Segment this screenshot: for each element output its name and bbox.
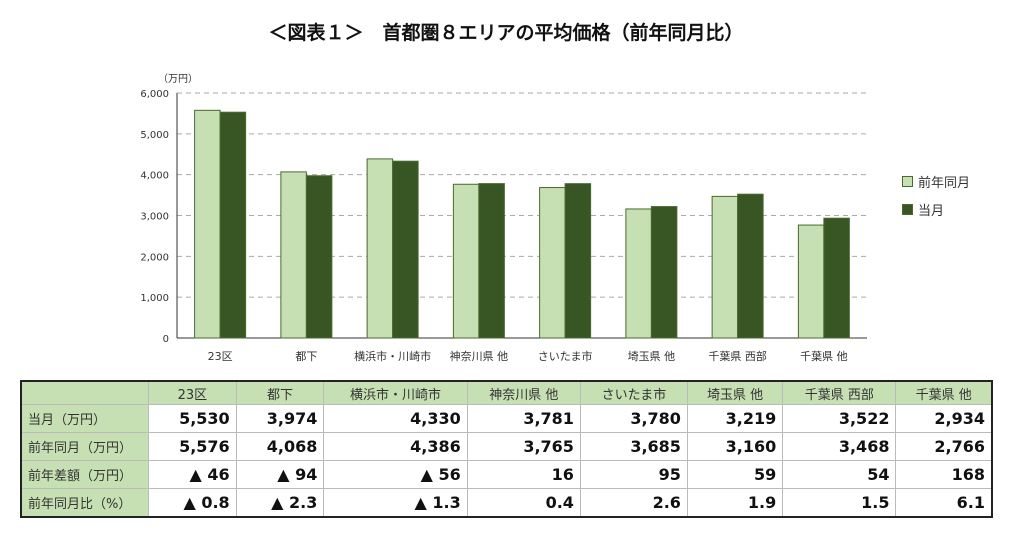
column-header: 埼玉県 他 <box>686 380 784 405</box>
legend-swatch <box>902 176 913 187</box>
y-tick-label: 6,000 <box>140 89 169 100</box>
chart-title: ＜図表１＞ 首都圏８エリアの平均価格（前年同月比） <box>268 22 744 44</box>
y-tick-label: 4,000 <box>140 171 169 182</box>
column-header: 横浜市・川崎市 <box>323 380 468 405</box>
table-cell: ▲ 56 <box>323 460 468 489</box>
table-cell: 4,386 <box>323 432 468 461</box>
table-cell: 5,530 <box>148 404 237 433</box>
table-cell: 1.5 <box>782 488 897 518</box>
table-row: 当月（万円） 5,530 3,974 4,330 3,781 3,780 3,219 3,52… <box>20 404 993 433</box>
bar-chart: 0 1,000 2,000 3,000 4,000 5,000 6,000 （万円） 23区 都下… <box>140 73 867 363</box>
column-header: 千葉県 西部 <box>782 380 897 405</box>
table-cell: ▲ 46 <box>148 460 237 489</box>
row-header: 前年同月（万円） <box>20 432 149 461</box>
table-header-row: 23区 都下 横浜市・川崎市 神奈川県 他 さいたま市 埼玉県 他 千葉県 西部… <box>20 380 993 405</box>
table-cell: ▲ 0.8 <box>148 488 237 518</box>
y-tick-label: 5,000 <box>140 130 169 141</box>
bar-prev-year <box>452 183 480 339</box>
y-tick-label: 2,000 <box>140 252 169 263</box>
y-tick-label: 0 <box>163 334 169 345</box>
table-cell: 3,780 <box>579 404 688 433</box>
table-cell: 1.9 <box>686 488 784 518</box>
bar-prev-year <box>194 109 221 339</box>
table-cell: 3,685 <box>579 432 688 461</box>
table-cell: 4,068 <box>235 432 325 461</box>
table-cell: 5,576 <box>148 432 237 461</box>
table-cell: 3,765 <box>466 432 581 461</box>
x-tick-label: 横浜市・川崎市 <box>354 349 431 363</box>
table-cell: 0.4 <box>466 488 581 518</box>
row-header: 前年同月比（%） <box>20 488 149 518</box>
row-header: 前年差額（万円） <box>20 460 149 489</box>
column-header: さいたま市 <box>579 380 688 405</box>
bar-prev-year <box>539 187 566 339</box>
x-tick-label: 千葉県 西部 <box>708 349 767 363</box>
legend-label: 前年同月 <box>918 176 971 191</box>
x-tick-label: 都下 <box>295 350 317 363</box>
corner-cell <box>20 380 149 405</box>
bar-current <box>305 175 333 339</box>
table-cell: 3,160 <box>686 432 784 461</box>
table-cell: 59 <box>686 460 784 489</box>
y-tick-label: 3,000 <box>140 212 169 223</box>
table-cell: ▲ 2.3 <box>235 488 325 518</box>
table-cell: 95 <box>579 460 688 489</box>
bar-current <box>478 183 505 339</box>
bar-prev-year <box>280 171 307 339</box>
legend-label: 当月 <box>918 204 945 219</box>
table-cell: 54 <box>782 460 897 489</box>
column-header: 神奈川県 他 <box>466 380 581 405</box>
bar-prev-year <box>797 224 825 339</box>
column-header: 都下 <box>235 380 325 405</box>
table-cell: 16 <box>466 460 581 489</box>
legend-item-prev: 前年同月 <box>902 172 970 191</box>
table-cell: 2.6 <box>579 488 688 518</box>
table-cell: 6.1 <box>895 488 993 518</box>
row-header: 当月（万円） <box>20 404 149 433</box>
legend-item-current: 当月 <box>902 200 944 219</box>
table-cell: 168 <box>895 460 993 489</box>
table-cell: 3,781 <box>466 404 581 433</box>
bar-prev-year <box>366 158 394 339</box>
bar-current <box>737 193 764 339</box>
x-tick-label: 千葉県 他 <box>800 349 848 363</box>
x-tick-label: 神奈川県 他 <box>450 349 509 363</box>
table-row: 前年同月（万円） 5,576 4,068 4,386 3,765 3,685 3,160 3,… <box>20 432 993 461</box>
table-cell: 3,219 <box>686 404 784 433</box>
bar-current <box>823 217 850 339</box>
column-header: 千葉県 他 <box>895 380 993 405</box>
y-tick-label: 1,000 <box>140 293 169 304</box>
x-tick-label: 埼玉県 他 <box>628 349 676 363</box>
table-row: 前年同月比（%） ▲ 0.8 ▲ 2.3 ▲ 1.3 0.4 2.6 1.9 1.5 6.1 <box>20 488 993 518</box>
table-cell: 2,766 <box>895 432 993 461</box>
bar-current <box>392 160 419 339</box>
table-cell: 2,934 <box>895 404 993 433</box>
x-tick-label: 23区 <box>208 350 233 363</box>
y-axis-unit: （万円） <box>158 73 198 85</box>
legend-swatch <box>902 204 913 215</box>
x-tick-label: さいたま市 <box>538 349 593 363</box>
table-cell: 4,330 <box>323 404 468 433</box>
table-cell: 3,468 <box>782 432 897 461</box>
data-table: 23区 都下 横浜市・川崎市 神奈川県 他 さいたま市 埼玉県 他 千葉県 西部… <box>20 380 993 518</box>
bar-current <box>650 206 678 339</box>
table-cell: 3,974 <box>235 404 325 433</box>
bar-current <box>219 111 247 339</box>
table-cell: 3,522 <box>782 404 897 433</box>
table-cell: ▲ 94 <box>235 460 325 489</box>
bar-current <box>564 183 592 339</box>
table-row: 前年差額（万円） ▲ 46 ▲ 94 ▲ 56 16 95 59 54 168 <box>20 460 993 489</box>
bar-prev-year <box>625 208 652 339</box>
column-header: 23区 <box>148 380 237 405</box>
table-cell: ▲ 1.3 <box>323 488 468 518</box>
bar-prev-year <box>711 195 739 339</box>
